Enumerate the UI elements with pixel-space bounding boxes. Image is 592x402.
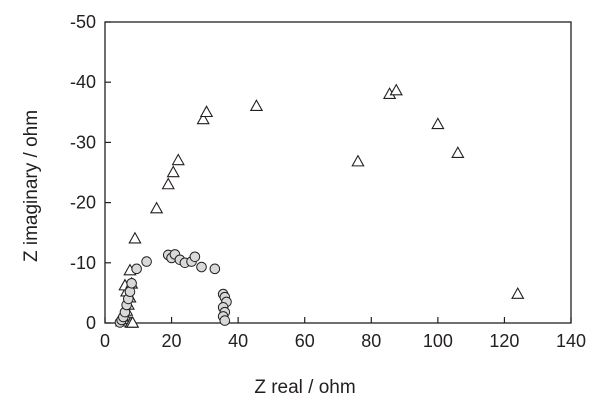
y-tick-label: -20 <box>70 193 96 213</box>
data-point-triangle <box>196 112 210 125</box>
y-tick-label: -10 <box>70 253 96 273</box>
data-point-triangle <box>351 154 365 167</box>
data-point-circle <box>126 277 137 289</box>
x-tick-label: 0 <box>100 331 110 351</box>
series-layer <box>114 83 525 328</box>
x-tick-label: 80 <box>361 331 381 351</box>
y-axis-ticks: 0 -10 -20 -30 -40 -50 <box>70 12 111 333</box>
x-axis-ticks: 0 20 40 60 80 100 120 140 <box>100 317 586 351</box>
x-tick-label: 40 <box>228 331 248 351</box>
data-point-circle <box>141 256 152 267</box>
data-point-triangle <box>149 201 164 214</box>
data-point-triangle <box>161 177 175 190</box>
y-tick-label: -40 <box>70 72 96 92</box>
plot-frame <box>104 21 572 324</box>
plot-area-border <box>104 21 572 324</box>
series-triangle <box>115 83 525 328</box>
data-point-triangle <box>249 99 264 112</box>
data-point-circle <box>189 251 201 263</box>
data-point-circle <box>124 286 136 297</box>
x-tick-label: 20 <box>162 331 182 351</box>
data-point-circle <box>131 263 142 275</box>
y-tick-label: -50 <box>70 12 96 32</box>
data-point-triangle <box>128 231 142 244</box>
data-point-circle <box>209 263 221 275</box>
data-point-circle <box>196 261 207 273</box>
data-point-triangle <box>451 146 465 158</box>
x-tick-label: 140 <box>556 331 586 351</box>
x-tick-label: 100 <box>423 331 453 351</box>
y-axis-label: Z imaginary / ohm <box>21 110 42 262</box>
x-tick-label: 120 <box>489 331 519 351</box>
data-point-triangle <box>389 83 403 96</box>
data-point-triangle <box>125 315 140 328</box>
y-tick-label: -30 <box>70 132 96 152</box>
data-point-circle <box>219 315 231 326</box>
data-point-triangle <box>171 153 185 166</box>
x-axis-label: Z real / ohm <box>254 377 355 398</box>
data-point-triangle <box>511 286 525 299</box>
data-point-triangle <box>199 105 214 118</box>
x-tick-label: 60 <box>295 331 315 351</box>
y-tick-label: 0 <box>86 313 96 333</box>
series-circle <box>114 249 232 328</box>
data-point-triangle <box>431 117 445 130</box>
data-point-triangle <box>166 165 180 178</box>
